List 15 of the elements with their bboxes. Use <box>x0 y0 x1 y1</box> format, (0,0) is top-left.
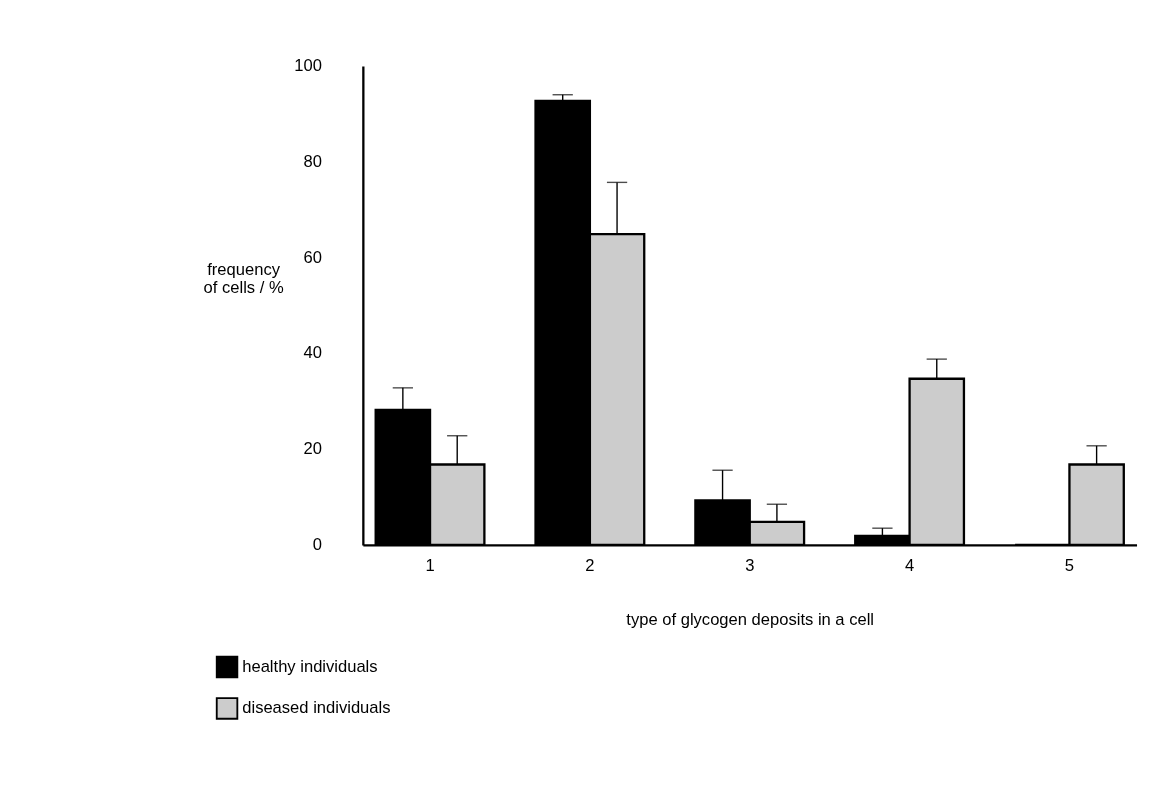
x-tick-label: 1 <box>425 556 435 576</box>
x-tick-label: 3 <box>745 556 755 576</box>
y-tick-label: 40 <box>303 343 322 363</box>
x-tick-label: 4 <box>904 556 915 576</box>
x-axis-title: type of glycogen deposits in a cell <box>626 609 875 629</box>
legend-label: healthy individuals <box>242 656 378 676</box>
x-tick-label: 5 <box>1064 556 1075 576</box>
y-tick-label: 20 <box>303 439 322 459</box>
y-axis-title: frequency of cells / % <box>203 259 284 298</box>
y-tick-label: 80 <box>303 151 322 171</box>
legend-label: diseased individuals <box>242 698 391 718</box>
x-tick-label: 2 <box>585 556 595 576</box>
y-tick-label: 0 <box>312 535 322 555</box>
y-tick-label: 60 <box>303 247 322 267</box>
y-tick-label: 100 <box>294 56 322 76</box>
